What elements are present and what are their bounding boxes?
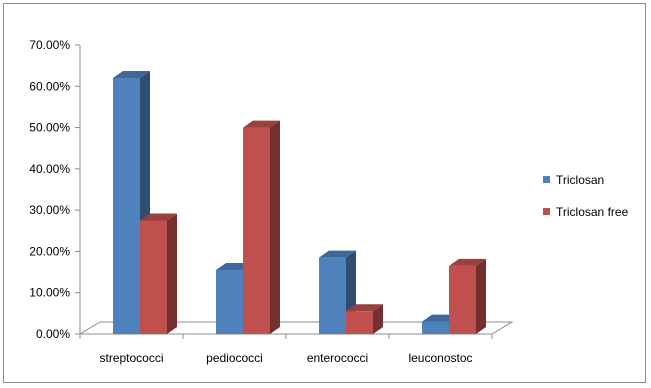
- bar-front: [216, 270, 243, 334]
- y-tick-label: 60.00%: [29, 79, 70, 93]
- bar-triclosan-free-enterococci: [346, 304, 383, 334]
- bar-top: [113, 71, 150, 79]
- bar-triclosan-free-leuconostoc: [449, 258, 486, 334]
- legend-swatch-triclosan: [543, 176, 550, 183]
- bar-side: [167, 213, 177, 334]
- bar-front: [140, 220, 167, 334]
- bars-layer: [113, 71, 486, 335]
- bar-front: [449, 265, 476, 334]
- x-tick-label: streptococci: [99, 351, 163, 365]
- bar-front: [243, 127, 270, 334]
- bar-side: [270, 120, 280, 334]
- legend-label-triclosan: Triclosan: [556, 173, 604, 187]
- bar-front: [319, 257, 346, 334]
- bar-top: [449, 258, 486, 266]
- y-tick-label: 20.00%: [29, 244, 70, 258]
- bar-top: [140, 213, 177, 221]
- legend-label-triclosan-free: Triclosan free: [556, 205, 629, 219]
- bar-side: [476, 258, 486, 334]
- legend: Triclosan Triclosan free: [543, 173, 629, 219]
- legend-swatch-triclosan-free: [543, 208, 550, 215]
- y-tick-label: 70.00%: [29, 38, 70, 52]
- bar-top: [319, 250, 356, 258]
- bar-front: [346, 311, 373, 334]
- y-tick-label: 30.00%: [29, 203, 70, 217]
- bar-top: [243, 120, 280, 128]
- y-tick-label: 0.00%: [36, 327, 70, 341]
- bar-front: [113, 78, 140, 335]
- bar-side: [373, 304, 383, 334]
- bar-triclosan-free-streptococci: [140, 213, 177, 334]
- bar-top: [346, 304, 383, 312]
- y-tick-label: 50.00%: [29, 121, 70, 135]
- bar-triclosan-free-pediococci: [243, 120, 280, 334]
- y-tick-label: 10.00%: [29, 286, 70, 300]
- y-tick-label: 40.00%: [29, 162, 70, 176]
- bar-front: [422, 321, 449, 334]
- axis-layer: 0.00% 10.00% 20.00% 30.00% 40.00% 50.00% 60.00…: [29, 38, 514, 365]
- x-tick-label: pediococci: [206, 351, 263, 365]
- x-tick-label: enterococci: [307, 351, 368, 365]
- x-tick-label: leuconostoc: [408, 351, 472, 365]
